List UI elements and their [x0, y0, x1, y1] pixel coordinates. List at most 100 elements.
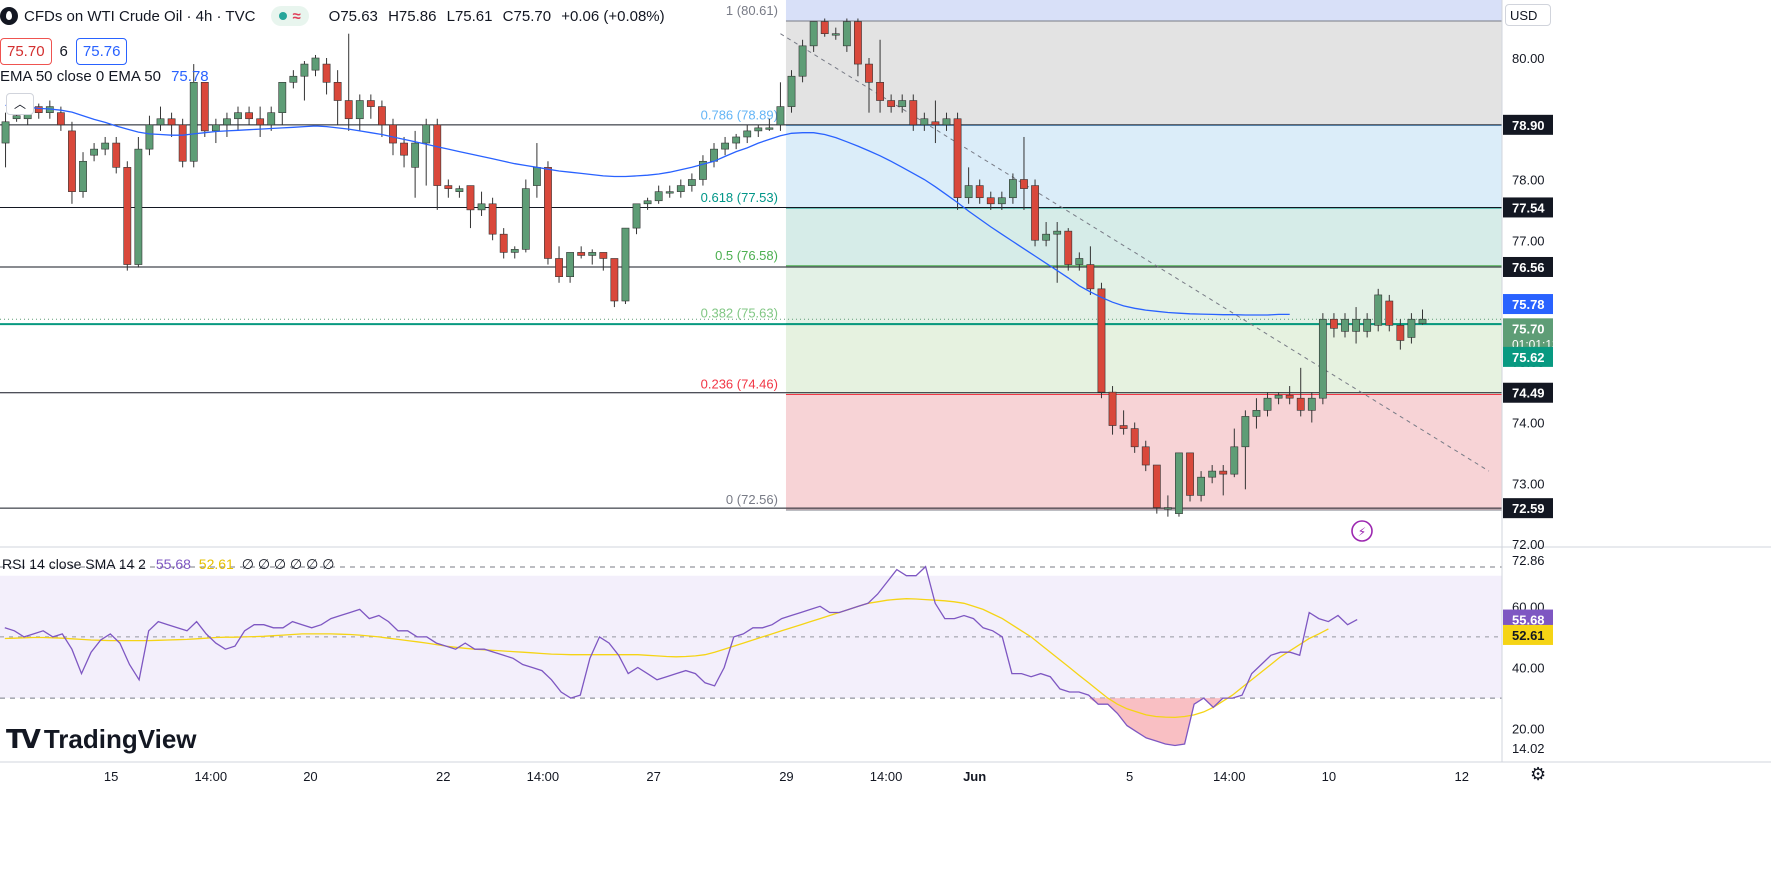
candle-body — [223, 118, 231, 126]
time-axis-tick: 5 — [1126, 769, 1133, 784]
candle-body — [366, 100, 375, 107]
candle-body — [1341, 318, 1349, 332]
candle-body — [200, 82, 209, 132]
candle-body — [488, 203, 497, 235]
candle-body — [1208, 470, 1217, 478]
candle-body — [986, 197, 995, 205]
candle-body — [1363, 318, 1372, 332]
flash-icon-glyph: ⚡ — [1358, 525, 1366, 539]
candle-body — [1119, 425, 1128, 429]
candle-body — [1230, 446, 1239, 475]
price-axis-badge-text: 75.62 — [1512, 350, 1545, 365]
candle-body — [555, 258, 563, 278]
candle-body — [1020, 179, 1028, 189]
candle-body — [112, 142, 121, 168]
candle-body — [1108, 391, 1117, 426]
candle-body — [333, 82, 342, 101]
candle-body — [389, 124, 397, 144]
sell-price-button[interactable]: 75.70 — [0, 38, 52, 65]
candle-body — [643, 200, 652, 205]
candle-body — [665, 191, 674, 194]
time-axis-tick: 20 — [303, 769, 317, 784]
price-axis-badge — [1503, 256, 1553, 277]
rsi-line — [4, 565, 1358, 747]
candle-body — [189, 82, 198, 162]
trade-buttons-row: 75.70 6 75.76 — [0, 38, 128, 65]
flash-icon: ⚡ — [1351, 520, 1373, 542]
low-value: L75.61 — [446, 7, 493, 25]
buy-price-button[interactable]: 75.76 — [75, 38, 128, 65]
candle-body — [931, 121, 940, 126]
rsi-legend[interactable]: RSI 14 close SMA 14 2 55.68 52.61 ∅ ∅ ∅ … — [2, 556, 334, 573]
candle-body — [477, 203, 486, 211]
candle-body — [1252, 410, 1261, 417]
price-axis-badge-text: 78.90 — [1512, 118, 1545, 133]
fib-zone — [785, 20, 1502, 126]
rsi-sma-line — [4, 598, 1329, 719]
price-axis-badge-text: 76.56 — [1512, 260, 1545, 275]
candle-body — [1396, 324, 1405, 341]
candle-body — [809, 21, 818, 47]
candle-body — [234, 112, 242, 120]
collapse-legend-button[interactable]: ︿ — [6, 93, 34, 115]
candle-body — [865, 63, 873, 83]
time-axis-tick: 14:00 — [870, 769, 903, 784]
candle-body — [876, 82, 884, 101]
time-axis-tick: 15 — [104, 769, 118, 784]
price-axis-tick: 72.00 — [1512, 537, 1545, 552]
candle-body — [732, 136, 741, 144]
fib-level-label: 0.5 (76.58) — [715, 248, 778, 263]
candle-body — [687, 179, 696, 186]
candle-body — [577, 252, 586, 256]
flash-icon-circle — [1351, 520, 1373, 542]
candle-body — [1075, 258, 1084, 265]
ema-legend-value: 75.78 — [171, 68, 209, 85]
tradingview-logo[interactable]: 𝗧𝗩 TradingView — [6, 724, 197, 755]
candle-body — [532, 167, 541, 186]
spread-value: 6 — [59, 43, 68, 60]
candle-body — [433, 124, 442, 186]
currency-label: USD — [1510, 8, 1538, 23]
candle-body — [256, 118, 265, 126]
time-axis-tick: 14:00 — [195, 769, 228, 784]
candle-body — [1031, 185, 1039, 241]
chart-settings-gear-icon[interactable]: ⚙ — [1530, 764, 1547, 784]
candle-body — [510, 249, 519, 253]
candle-body — [178, 124, 187, 162]
rsi-oversold-fill — [1088, 698, 1223, 746]
time-axis-tick: Jun — [963, 769, 986, 784]
candle-body — [1197, 476, 1205, 496]
candle-body — [842, 21, 851, 47]
candle-body — [411, 142, 420, 168]
candle-body — [820, 21, 829, 34]
fib-level-label: 0 (72.56) — [726, 492, 778, 507]
tradingview-logo-icon: 𝗧𝗩 — [6, 724, 41, 754]
symbol-logo-icon — [0, 7, 18, 25]
ema-legend[interactable]: EMA 50 close 0 EMA 50 75.78 — [0, 68, 209, 85]
candle-body — [1318, 318, 1327, 399]
candle-body — [787, 75, 796, 107]
candle-body — [721, 142, 729, 150]
candle-body — [499, 233, 508, 253]
rsi-sma-badge — [1503, 624, 1553, 645]
price-axis-badge-text: 72.59 — [1512, 501, 1545, 516]
fib-zone-top — [785, 0, 1502, 21]
candle-body — [975, 185, 984, 199]
market-status-pill[interactable]: ≈ — [271, 6, 309, 26]
rsi-sma-legend-value: 52.61 — [198, 556, 234, 572]
price-axis-badge — [1503, 114, 1553, 135]
currency-selector[interactable]: USD — [1505, 4, 1551, 26]
candle-body — [743, 130, 752, 138]
tradingview-wordmark: TradingView — [43, 724, 197, 754]
candle-body — [831, 33, 840, 36]
candle-body — [1219, 470, 1228, 475]
candle-body — [898, 100, 907, 107]
candle-body — [588, 252, 597, 256]
candle-body — [1352, 318, 1360, 332]
symbol-title[interactable]: CFDs on WTI Crude Oil · 4h · TVC — [24, 7, 256, 25]
fib-level-label: 1 (80.61) — [726, 3, 778, 18]
candle-body — [632, 203, 641, 229]
candle-body — [34, 106, 43, 113]
